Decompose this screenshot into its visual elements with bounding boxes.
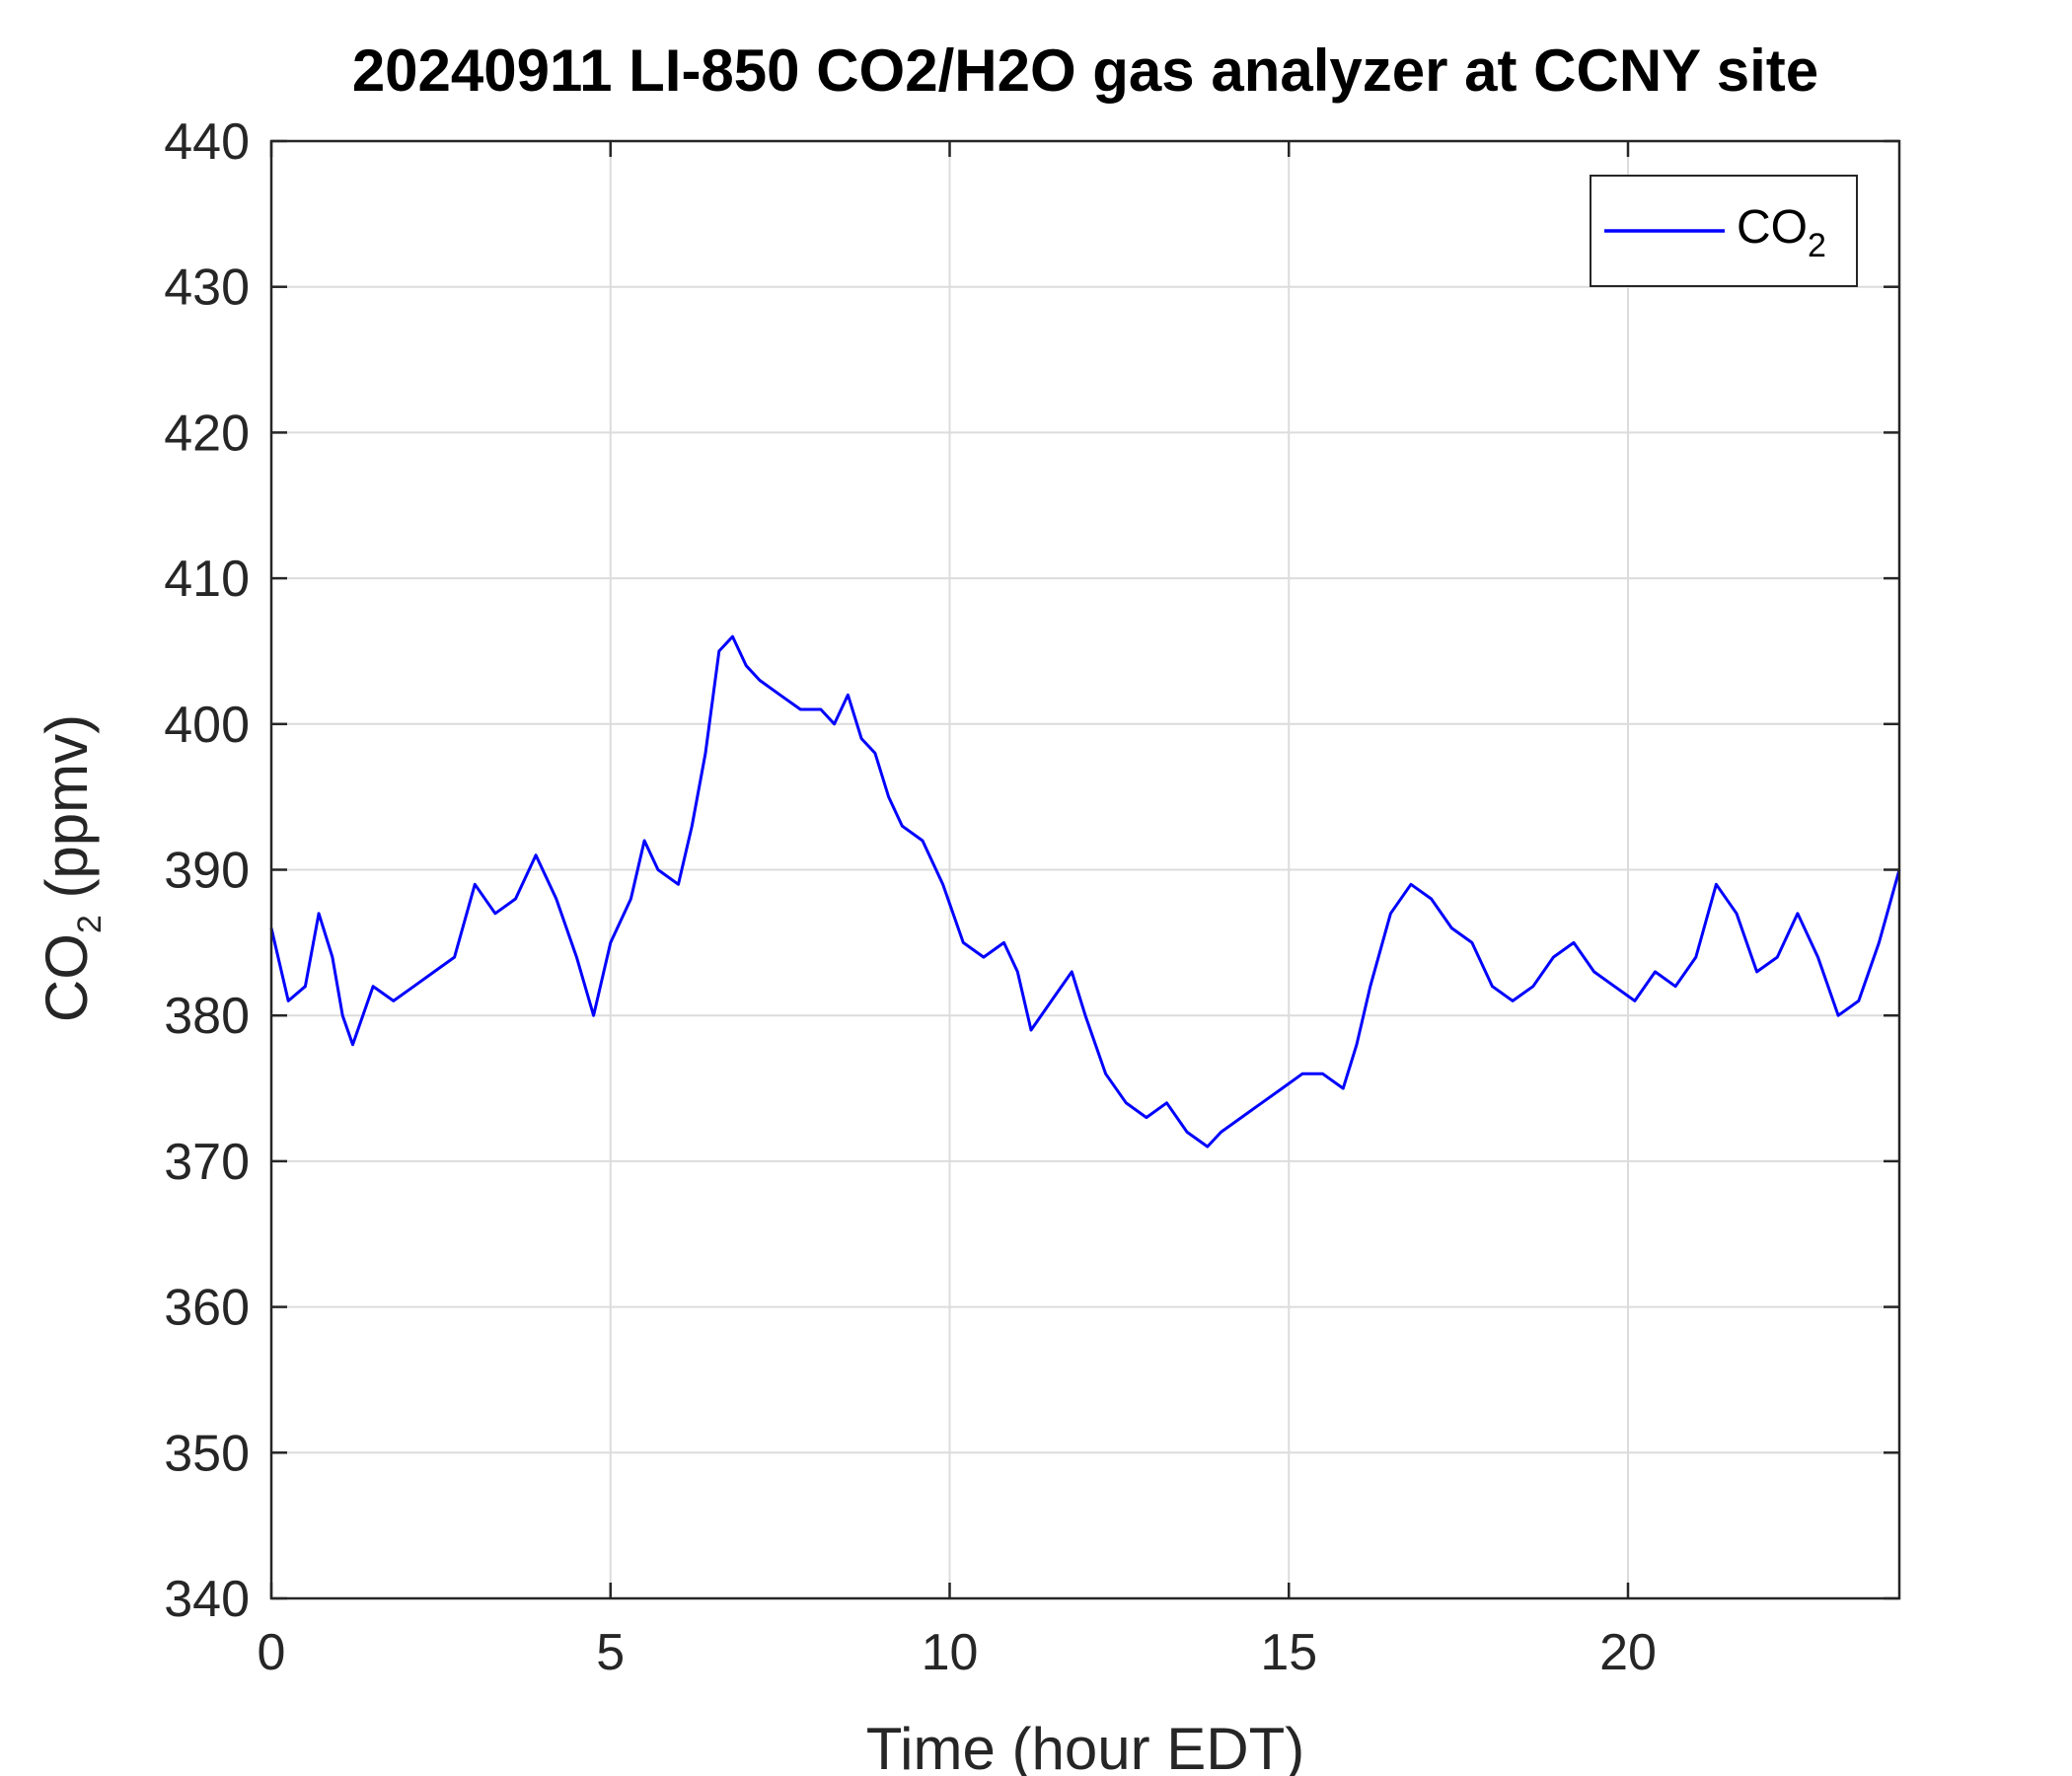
legend-label: CO2 <box>1737 201 1826 264</box>
y-axis-label-sub: 2 <box>71 915 109 933</box>
y-tick-label: 380 <box>164 988 250 1045</box>
y-tick-label: 390 <box>164 843 250 900</box>
y-tick-label: 440 <box>164 113 250 171</box>
y-axis-label: CO2 (ppmv) <box>34 714 109 1022</box>
x-axis-label: Time (hour EDT) <box>866 1716 1305 1776</box>
co2-series-line <box>269 634 1901 1148</box>
series-layer <box>269 634 1901 1148</box>
x-tick-label: 15 <box>1260 1624 1317 1681</box>
y-tick-label: 420 <box>164 405 250 462</box>
x-tick-label: 5 <box>596 1624 625 1681</box>
chart-title: 20240911 LI-850 CO2/H2O gas analyzer at … <box>352 37 1818 104</box>
y-tick-label: 350 <box>164 1425 250 1482</box>
y-tick-label: 340 <box>164 1571 250 1628</box>
y-axis-label-main: CO <box>34 933 100 1022</box>
legend: CO2 <box>1590 175 1858 287</box>
y-tick-label: 360 <box>164 1280 250 1337</box>
x-tick-labels: 0 5 10 15 20 <box>258 1624 1657 1681</box>
x-tick-label: 20 <box>1599 1624 1657 1681</box>
tick-marks <box>269 139 1899 1600</box>
grid-lines <box>270 140 1899 1599</box>
x-tick-label: 10 <box>922 1624 979 1681</box>
y-tick-label: 400 <box>164 697 250 754</box>
y-tick-label: 430 <box>164 259 250 317</box>
y-axis-label-rest: (ppmv) <box>34 714 100 915</box>
legend-label-sub: 2 <box>1808 227 1826 264</box>
y-tick-label: 370 <box>164 1134 250 1191</box>
x-tick-label: 0 <box>258 1624 286 1681</box>
y-tick-labels: 340 350 360 370 380 390 400 410 420 430 440 <box>164 113 250 1628</box>
legend-label-main: CO <box>1737 201 1808 254</box>
y-tick-label: 410 <box>164 551 250 608</box>
